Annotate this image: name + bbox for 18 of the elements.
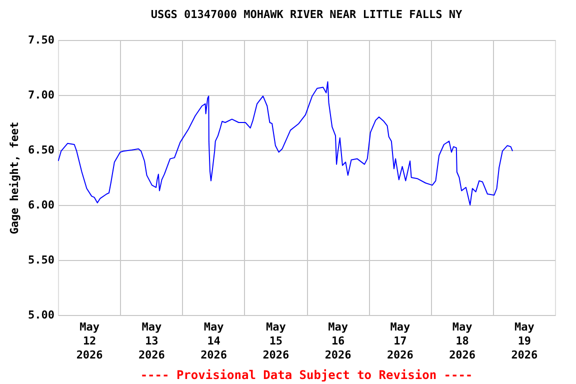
x-tick-label: May 18 2026 <box>449 320 476 362</box>
y-tick-label: 6.00 <box>28 198 54 212</box>
line-series <box>58 81 514 206</box>
y-tick-label: 6.50 <box>28 144 54 156</box>
text: ---- Provisional Data Subject to Revision ---- <box>140 368 473 382</box>
x-tick-label: May 15 2026 <box>262 320 290 362</box>
y-tick-label: 7.50 <box>28 34 54 46</box>
x-tick-label: May 13 2026 <box>138 320 166 362</box>
y-axis-title: Gage height, feet <box>8 122 22 234</box>
y-tick-label: 7.00 <box>28 88 54 102</box>
chart-title: USGS 01347000 MOHAWK RIVER NEAR LITTLE FALLS NY <box>150 8 463 21</box>
x-tick-label: May 16 2026 <box>324 320 352 362</box>
y-tick-label: 5.00 <box>28 308 54 322</box>
x-tick-label: May 12 2026 <box>76 320 104 362</box>
y-tick-label: 5.50 <box>28 254 54 266</box>
x-tick-label: May 17 2026 <box>386 320 414 362</box>
x-tick-label: May 14 2026 <box>200 320 228 362</box>
x-tick-label: May 19 2026 <box>511 320 538 362</box>
